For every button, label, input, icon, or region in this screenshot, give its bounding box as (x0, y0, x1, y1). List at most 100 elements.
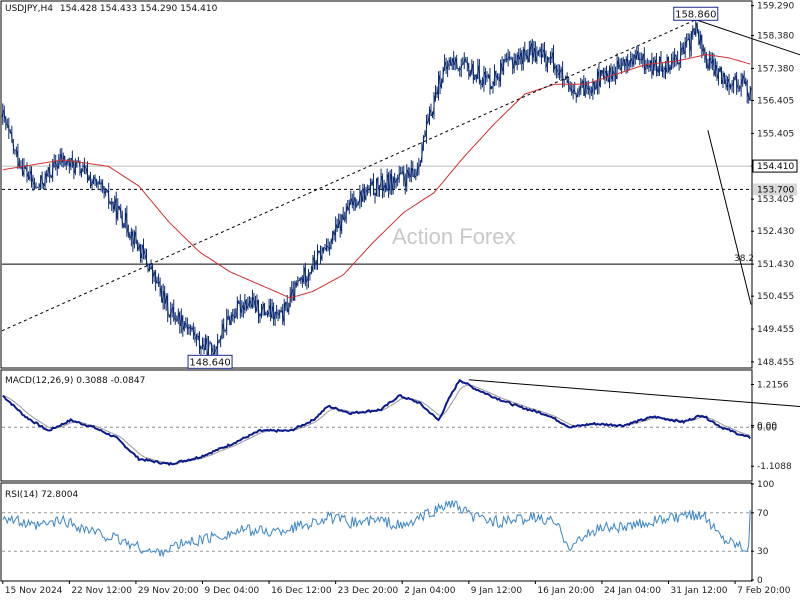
candle-body (227, 316, 230, 318)
candle-body (6, 124, 9, 126)
candle-body (7, 125, 10, 131)
candle-body (431, 113, 434, 117)
candle-body (259, 314, 261, 317)
candle-body (127, 230, 130, 236)
candle-body (296, 280, 299, 285)
candle-body (260, 307, 263, 316)
candle-body (51, 162, 54, 178)
candle-body (605, 70, 608, 75)
candle-body (743, 75, 746, 84)
candle-body (662, 67, 666, 72)
candle-body (513, 60, 516, 69)
candle-body (233, 314, 236, 319)
candle-body (84, 167, 87, 170)
candle-body (274, 311, 277, 320)
macd-tick-label: -1.1088 (757, 462, 792, 472)
candle-body (667, 57, 670, 71)
candle-body (50, 176, 53, 178)
candle-body (379, 176, 383, 186)
candle-body (520, 52, 523, 65)
candle-body (659, 57, 663, 72)
candle-body (281, 310, 284, 322)
candle-body (404, 178, 407, 187)
candle-body (652, 64, 655, 75)
candle-body (236, 300, 239, 316)
candle-body (142, 245, 145, 254)
candle-body (324, 247, 327, 250)
candle-body (499, 63, 502, 82)
candle-body (71, 157, 74, 163)
candle-body (54, 161, 57, 166)
candle-body (493, 71, 496, 85)
candle-body (525, 54, 528, 57)
candle-body (570, 88, 573, 94)
candle-body (617, 60, 620, 67)
candle-body (60, 154, 63, 163)
candle-body (295, 282, 298, 286)
candle-body (305, 280, 308, 283)
candle-body (390, 174, 393, 191)
candle-body (715, 65, 719, 79)
candle-body (454, 58, 457, 66)
candle-body (491, 83, 495, 88)
candle-body (212, 350, 215, 355)
candle-body (122, 225, 125, 228)
time-tick-label: 16 Dec 12:00 (271, 586, 332, 596)
time-tick-label: 23 Dec 20:00 (338, 586, 399, 596)
candle-body (30, 171, 33, 182)
candle-body (511, 58, 514, 69)
candle-body (469, 72, 472, 77)
candle-body (696, 23, 699, 32)
candle-body (370, 181, 373, 184)
callout-box-148.640 (187, 354, 233, 369)
candle-body (195, 335, 198, 339)
candle-body (177, 312, 180, 321)
macd-trendline (468, 379, 800, 408)
candle-body (159, 281, 162, 291)
candle-body (313, 257, 316, 265)
candle-body (727, 79, 731, 88)
candle-body (690, 31, 693, 51)
candle-body (664, 68, 667, 73)
candle-body (225, 316, 228, 331)
candle-body (97, 182, 100, 185)
macd-title: MACD(12,26,9) 0.3088 -0.0847 (5, 376, 145, 386)
candle-body (682, 47, 685, 55)
rsi-line (2, 499, 751, 558)
candle-body (201, 344, 204, 348)
candle-body (213, 349, 216, 355)
candle-body (448, 60, 451, 65)
candle-body (593, 81, 596, 89)
candle-body (363, 188, 366, 200)
candle-body (382, 185, 386, 191)
lower-channel-line (707, 130, 752, 305)
candle-body (665, 57, 669, 72)
candle-body (706, 66, 709, 69)
time-tick-label: 7 Feb 20:00 (737, 586, 791, 596)
candle-body (434, 92, 437, 98)
candle-body (104, 190, 107, 194)
macd-line (2, 378, 751, 467)
candle-body (318, 250, 320, 252)
candle-body (422, 136, 425, 149)
candle-body (635, 51, 638, 59)
candle-body (143, 252, 147, 256)
candle-body (216, 341, 219, 349)
candle-body (718, 67, 721, 70)
moving-average-line (2, 54, 751, 299)
time-tick-label: 22 Nov 12:00 (71, 586, 132, 596)
candle-body (724, 82, 728, 88)
candle-body (134, 232, 138, 243)
candle-body (249, 300, 253, 308)
candle-body (357, 201, 360, 205)
candle-body (500, 63, 504, 71)
current-price-tag-label: 154.410 (757, 162, 794, 172)
candle-body (103, 187, 106, 194)
candle-body (446, 64, 449, 70)
candle-body (432, 96, 436, 115)
candle-body (546, 57, 549, 67)
candle-body (497, 77, 501, 82)
candle-body (629, 58, 632, 63)
candle-body (726, 79, 729, 88)
candle-body (392, 177, 395, 191)
